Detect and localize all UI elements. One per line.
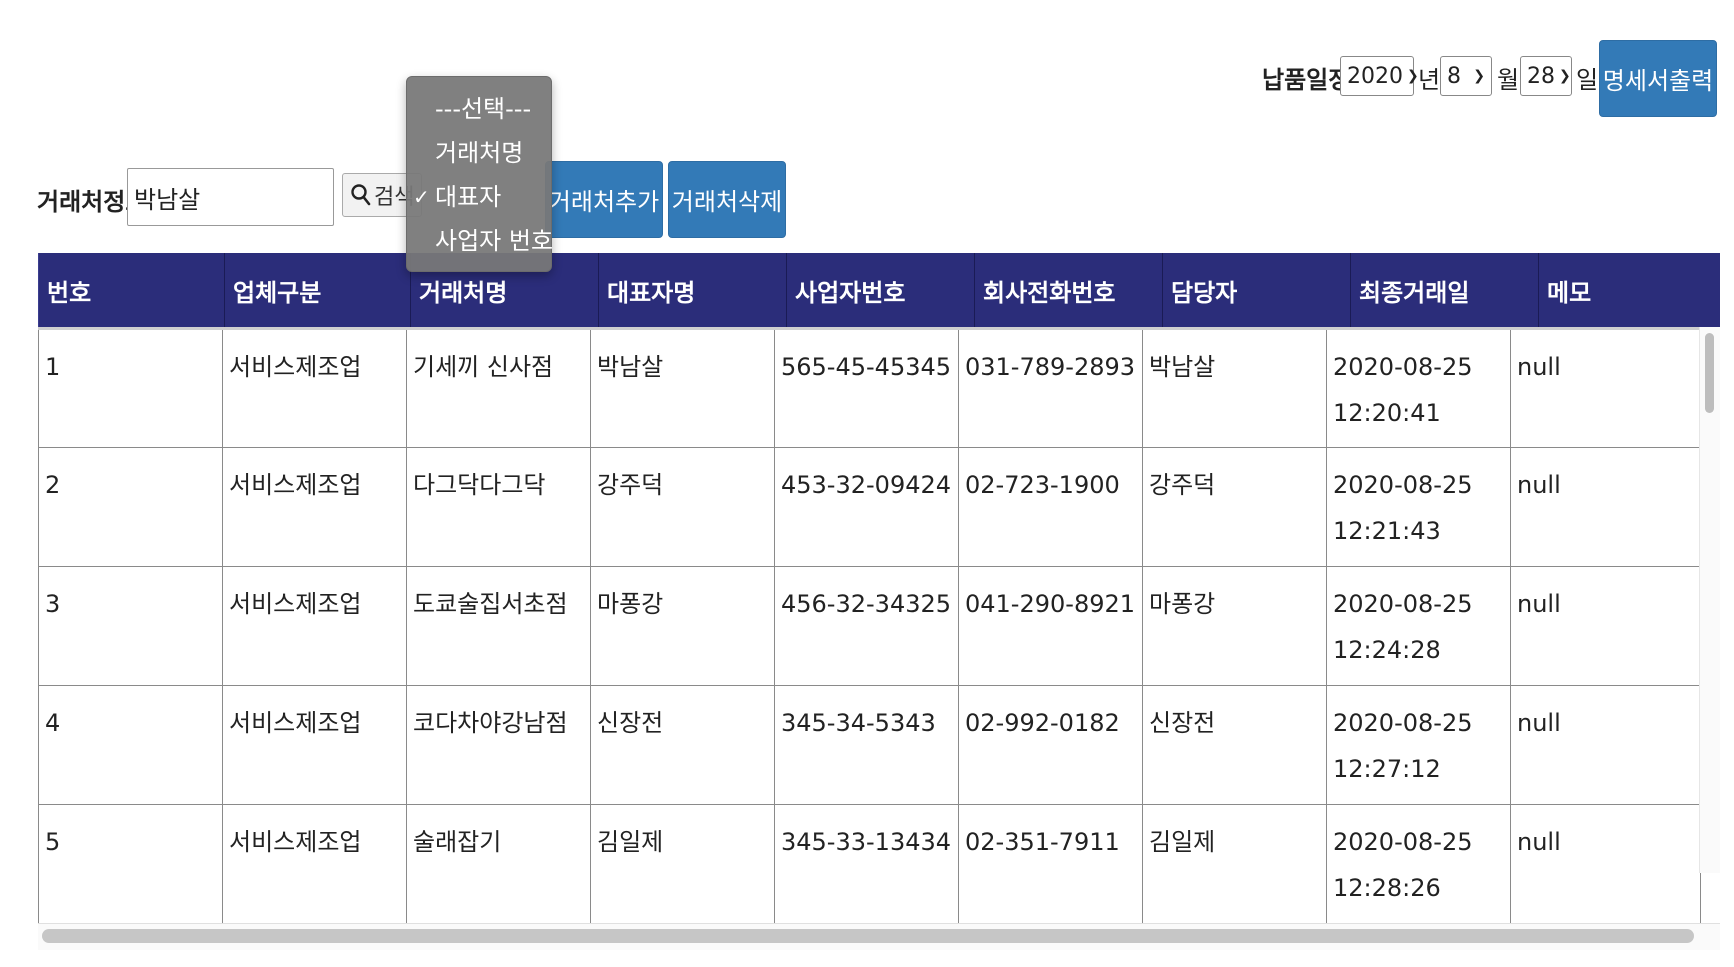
header-memo[interactable]: 메모 (1538, 253, 1720, 327)
cell-memo: null (1510, 566, 1701, 686)
header-last-transaction[interactable]: 최종거래일 (1350, 253, 1539, 327)
cell-business-number: 345-33-13434 (774, 804, 959, 924)
cell-representative: 강주덕 (590, 447, 775, 567)
cell-representative: 신장전 (590, 685, 775, 805)
header-business-type[interactable]: 업체구분 (224, 253, 411, 327)
cell-representative: 김일제 (590, 804, 775, 924)
cell-client-name: 술래잡기 (406, 804, 591, 924)
cell-manager: 강주덕 (1142, 447, 1327, 567)
cell-client-name: 다그닥다그닥 (406, 447, 591, 567)
add-client-button[interactable]: 거래처추가 (545, 161, 663, 238)
cell-business-type: 서비스제조업 (222, 327, 407, 448)
cell-manager: 박남살 (1142, 327, 1327, 448)
cell-number: 1 (38, 327, 223, 448)
cell-manager: 김일제 (1142, 804, 1327, 924)
dropdown-option-label: 거래처명 (435, 139, 524, 167)
chevron-down-icon: ❯ (1473, 68, 1485, 84)
search-input[interactable] (127, 168, 334, 226)
cell-number: 2 (38, 447, 223, 567)
dropdown-option-label: 대표자 (435, 183, 502, 211)
cell-company-phone: 02-723-1900 (958, 447, 1143, 567)
cell-company-phone: 02-351-7911 (958, 804, 1143, 924)
header-representative[interactable]: 대표자명 (598, 253, 787, 327)
cell-number: 3 (38, 566, 223, 686)
table-header: 번호 업체구분 거래처명 대표자명 사업자번호 회사전화번호 담당자 최종거래일… (38, 253, 1720, 327)
month-unit: 월 (1497, 66, 1520, 94)
month-value: 8 (1447, 63, 1461, 89)
dropdown-option-business-number[interactable]: 사업자 번호 (407, 219, 554, 263)
cell-last-transaction: 2020-08-25 12:20:41 (1326, 327, 1511, 448)
cell-business-type: 서비스제조업 (222, 566, 407, 686)
header-company-phone[interactable]: 회사전화번호 (974, 253, 1163, 327)
cell-manager: 마퐁강 (1142, 566, 1327, 686)
dropdown-option-representative[interactable]: ✓ 대표자 (407, 175, 551, 219)
cell-representative: 마퐁강 (590, 566, 775, 686)
cell-memo: null (1510, 685, 1701, 805)
cell-client-name: 기세끼 신사점 (406, 327, 591, 448)
cell-number: 4 (38, 685, 223, 805)
year-value: 2020 (1347, 63, 1403, 89)
checkmark-icon: ✓ (413, 185, 430, 209)
dropdown-option-label: ---선택--- (435, 95, 532, 123)
day-unit: 일 (1576, 66, 1599, 94)
table-row[interactable]: 4 서비스제조업 코다차야강남점 신장전 345-34-5343 02-992-… (38, 685, 1701, 805)
table-row[interactable]: 1 서비스제조업 기세끼 신사점 박남살 565-45-45345 031-78… (38, 327, 1701, 448)
table-body: 1 서비스제조업 기세끼 신사점 박남살 565-45-45345 031-78… (38, 327, 1701, 924)
search-icon (351, 184, 371, 206)
table-row[interactable]: 2 서비스제조업 다그닥다그닥 강주덕 453-32-09424 02-723-… (38, 447, 1701, 567)
print-statement-button[interactable]: 명세서출력 (1599, 40, 1717, 117)
vertical-scrollbar[interactable] (1699, 327, 1720, 873)
header-number[interactable]: 번호 (38, 253, 225, 327)
dropdown-option-label: 사업자 번호 (435, 227, 554, 255)
day-value: 28 (1527, 63, 1555, 89)
cell-business-type: 서비스제조업 (222, 804, 407, 924)
table-row[interactable]: 5 서비스제조업 술래잡기 김일제 345-33-13434 02-351-79… (38, 804, 1701, 924)
year-select[interactable]: 2020 ❯ (1340, 56, 1419, 96)
cell-business-number: 565-45-45345 (774, 327, 959, 448)
table-row[interactable]: 3 서비스제조업 도쿄술집서초점 마퐁강 456-32-34325 041-29… (38, 566, 1701, 686)
cell-business-number: 453-32-09424 (774, 447, 959, 567)
cell-representative: 박남살 (590, 327, 775, 448)
cell-last-transaction: 2020-08-25 12:28:26 (1326, 804, 1511, 924)
cell-client-name: 도쿄술집서초점 (406, 566, 591, 686)
cell-number: 5 (38, 804, 223, 924)
cell-memo: null (1510, 804, 1701, 924)
chevron-down-icon: ❯ (1559, 68, 1571, 84)
horizontal-scrollbar-thumb[interactable] (42, 929, 1694, 943)
client-table: 번호 업체구분 거래처명 대표자명 사업자번호 회사전화번호 담당자 최종거래일… (38, 253, 1720, 953)
header-business-number[interactable]: 사업자번호 (786, 253, 975, 327)
chevron-down-icon: ❯ (1407, 68, 1419, 84)
day-select[interactable]: 28 ❯ (1520, 56, 1572, 96)
header-client-name[interactable]: 거래처명 (410, 253, 599, 327)
vertical-scrollbar-thumb[interactable] (1705, 333, 1714, 413)
cell-last-transaction: 2020-08-25 12:21:43 (1326, 447, 1511, 567)
dropdown-option-placeholder[interactable]: ---선택--- (407, 87, 551, 131)
cell-manager: 신장전 (1142, 685, 1327, 805)
header-manager[interactable]: 담당자 (1162, 253, 1351, 327)
cell-memo: null (1510, 447, 1701, 567)
cell-business-type: 서비스제조업 (222, 447, 407, 567)
cell-business-type: 서비스제조업 (222, 685, 407, 805)
dropdown-option-client-name[interactable]: 거래처명 (407, 131, 551, 175)
cell-client-name: 코다차야강남점 (406, 685, 591, 805)
cell-company-phone: 041-290-8921 (958, 566, 1143, 686)
cell-company-phone: 031-789-2893 (958, 327, 1143, 448)
delete-client-button[interactable]: 거래처삭제 (668, 161, 786, 238)
month-select[interactable]: 8 ❯ (1440, 56, 1492, 96)
cell-business-number: 345-34-5343 (774, 685, 959, 805)
cell-last-transaction: 2020-08-25 12:27:12 (1326, 685, 1511, 805)
search-filter-dropdown[interactable]: ---선택--- 거래처명 ✓ 대표자 사업자 번호 (406, 76, 554, 272)
cell-last-transaction: 2020-08-25 12:24:28 (1326, 566, 1511, 686)
year-unit: 년 (1418, 66, 1441, 94)
cell-business-number: 456-32-34325 (774, 566, 959, 686)
cell-memo: null (1510, 327, 1701, 448)
cell-company-phone: 02-992-0182 (958, 685, 1143, 805)
